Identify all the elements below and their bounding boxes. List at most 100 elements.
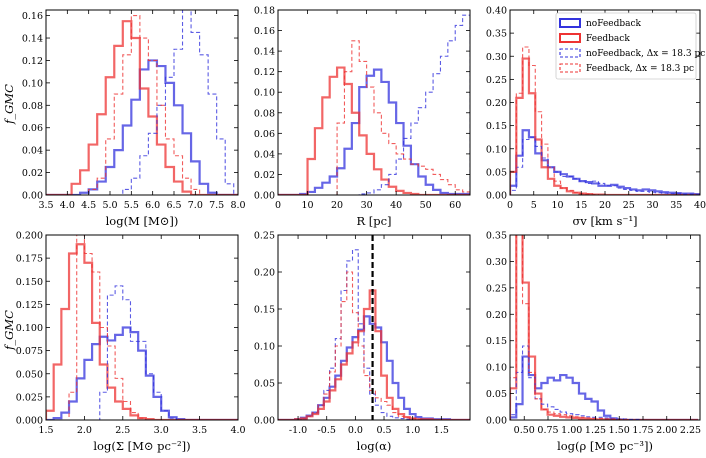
x-tick-label: 2.25 xyxy=(680,425,701,436)
x-tick-label: 5.0 xyxy=(102,200,117,211)
x-tick-label: 10 xyxy=(301,200,313,211)
y-tick-label: 0.35 xyxy=(486,231,507,242)
x-tick-label: 7.5 xyxy=(209,200,224,211)
histogram-volume_density-nofb-lowres xyxy=(510,345,699,420)
x-tick-label: 35 xyxy=(670,200,682,211)
axes-frame xyxy=(45,234,239,421)
x-tick-label: 2.0 xyxy=(77,425,92,436)
axes-frame xyxy=(277,9,471,196)
panel-mass: 3.5 4.0 4.5 5.0 5.5 6.0 6.5 7.0 7.5 8.0 0.00 0.02 0.… xyxy=(22,9,246,228)
histogram-radius-nofb xyxy=(278,68,470,195)
x-tick-label: 2.5 xyxy=(115,425,130,436)
panel-virial_parameter: -1.0 -0.5 0.0 0.5 1.0 1.5 0.00 0.05 0.10 0.15 0.20… xyxy=(254,231,471,453)
x-tick-label: 4.0 xyxy=(230,425,245,436)
y-tick-label: 0.10 xyxy=(254,342,275,353)
x-tick-label: 10 xyxy=(551,200,563,211)
legend-swatch xyxy=(559,33,581,43)
y-tick-label: 0.15 xyxy=(486,121,507,132)
histogram-volume_density-fb xyxy=(510,235,699,420)
y-tick-label: 0.10 xyxy=(254,88,275,99)
y-axis-label-top: f_GMC xyxy=(2,84,16,125)
x-tick-label: 1.50 xyxy=(609,425,630,436)
x-tick-label: 30 xyxy=(361,200,373,211)
histogram-surface_density-fb xyxy=(46,243,238,420)
histogram-surface_density-nofb-lowres xyxy=(46,285,238,420)
y-tick-label: 0.04 xyxy=(22,146,43,157)
x-tick-label: 7.0 xyxy=(188,200,203,211)
legend: noFeedback Feedback noFeedback, Δx = 18.3 … xyxy=(555,12,705,80)
histogram-surface_density-nofb xyxy=(46,326,238,420)
axes-frame xyxy=(277,234,471,421)
x-tick-label: 1.0 xyxy=(405,425,420,436)
histogram-volume_density-nofb xyxy=(510,355,699,420)
y-tick-label: 0.10 xyxy=(486,144,507,155)
x-tick-label: 0.5 xyxy=(376,425,391,436)
legend-label: Feedback, Δx = 18.3 pc xyxy=(586,64,694,74)
y-tick-label: 0.00 xyxy=(254,416,275,427)
x-tick-label: 50 xyxy=(420,200,432,211)
y-tick-label: 0.30 xyxy=(486,257,507,268)
y-tick-label: 0.02 xyxy=(22,168,43,179)
x-tick-label: 6.0 xyxy=(145,200,160,211)
histogram-volume_density-fb-lowres xyxy=(510,235,699,420)
x-tick-label: 5 xyxy=(531,200,537,211)
y-tick-label: 0.25 xyxy=(486,75,507,86)
panel-surface_density: 1.5 2.0 2.5 3.0 3.5 4.0 0.000 0.025 0.050 0.075 0.… xyxy=(16,231,246,454)
axes-frame xyxy=(45,9,239,196)
x-tick-label: 0.75 xyxy=(537,425,558,436)
x-tick-label: 8.0 xyxy=(230,200,245,211)
x-axis-label: log(ρ [M⊙ pc⁻³]) xyxy=(557,439,653,453)
panel-volume_density: 0.50 0.75 1.00 1.25 1.50 1.75 2.00 2.25 0.00 0.05… xyxy=(486,231,701,454)
x-axis-label: log(M [M⊙]) xyxy=(106,214,179,228)
y-tick-label: 0.14 xyxy=(254,47,275,58)
x-tick-label: 0 xyxy=(507,200,513,211)
y-tick-label: 0.35 xyxy=(486,29,507,40)
y-tick-label: 0.025 xyxy=(16,392,43,403)
panel-radius: 0 10 20 30 40 50 60 0.00 0.02 0.04 0.06 0.08 0.10 0.1… xyxy=(254,6,471,228)
y-tick-label: 0.30 xyxy=(486,52,507,63)
y-tick-label: 0.20 xyxy=(254,268,275,279)
y-tick-label: 0.06 xyxy=(254,129,275,140)
histogram-radius-fb xyxy=(278,66,470,195)
x-tick-label: 1.5 xyxy=(434,425,449,436)
x-tick-label: 0.50 xyxy=(514,425,535,436)
legend-label: Feedback xyxy=(586,34,630,44)
y-tick-label: 0.15 xyxy=(486,336,507,347)
x-tick-label: 1.75 xyxy=(632,425,653,436)
y-tick-label: 0.15 xyxy=(254,305,275,316)
legend-label: noFeedback, Δx = 18.3 pc xyxy=(586,49,705,59)
x-tick-label: 0.0 xyxy=(348,425,363,436)
y-tick-label: 0.100 xyxy=(16,323,43,334)
y-tick-label: 0.075 xyxy=(16,346,43,357)
x-axis-label: log(α) xyxy=(357,439,392,453)
x-tick-label: 60 xyxy=(449,200,461,211)
y-tick-label: 0.08 xyxy=(254,108,275,119)
x-axis-label: log(Σ [M⊙ pc⁻²]) xyxy=(93,439,190,453)
y-tick-label: 0.08 xyxy=(22,101,43,112)
y-tick-label: 0.16 xyxy=(254,26,275,37)
x-axis-label: R [pc] xyxy=(356,214,391,228)
x-tick-label: 4.5 xyxy=(81,200,96,211)
y-tick-label: 0.050 xyxy=(16,369,43,380)
x-tick-label: 5.5 xyxy=(124,200,139,211)
x-tick-label: 30 xyxy=(646,200,658,211)
y-tick-label: 0.20 xyxy=(486,98,507,109)
histogram-sigma_v-fb-lowres xyxy=(510,46,700,195)
x-tick-label: 40 xyxy=(694,200,706,211)
y-tick-label: 0.125 xyxy=(16,300,43,311)
y-tick-label: 0.175 xyxy=(16,254,43,265)
x-tick-label: 0 xyxy=(275,200,281,211)
legend-swatch xyxy=(559,63,581,73)
y-tick-label: 0.00 xyxy=(486,191,507,202)
x-tick-label: 3.5 xyxy=(38,200,53,211)
y-tick-label: 0.06 xyxy=(22,123,43,134)
y-tick-label: 0.05 xyxy=(486,389,507,400)
x-tick-label: 2.00 xyxy=(656,425,677,436)
y-tick-label: 0.00 xyxy=(254,191,275,202)
x-tick-label: -1.0 xyxy=(289,425,307,436)
y-tick-label: 0.200 xyxy=(16,231,43,242)
x-tick-label: 3.0 xyxy=(154,425,169,436)
y-tick-label: 0.20 xyxy=(486,310,507,321)
histogram-mass-nofb xyxy=(46,59,238,195)
